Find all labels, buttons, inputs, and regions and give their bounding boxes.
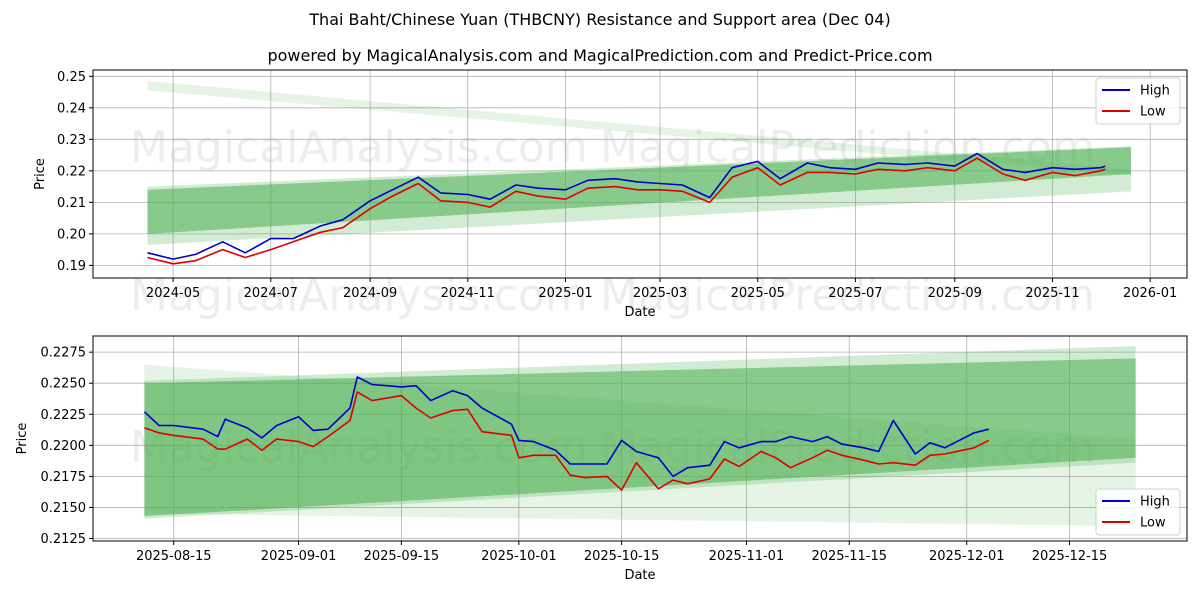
x-tick-label: 2025-10-15 — [584, 549, 660, 564]
y-axis-label: Price — [15, 423, 30, 455]
legend: High Low — [1095, 77, 1181, 125]
y-tick-label: 0.2125 — [41, 532, 87, 547]
band-resistance-decline — [144, 364, 1136, 527]
y-tick-label: 0.22 — [57, 164, 86, 179]
y-tick-label: 0.25 — [57, 70, 86, 85]
y-tick-label: 0.2150 — [41, 501, 87, 516]
band-resistance-decline — [147, 81, 1131, 176]
x-tick-label: 2024-09 — [343, 286, 397, 301]
y-axis-label: Price — [33, 158, 48, 190]
x-tick-label: 2025-09-01 — [261, 549, 337, 564]
chart-subtitle: powered by MagicalAnalysis.com and Magic… — [267, 46, 933, 65]
y-tick-label: 0.21 — [57, 196, 86, 211]
y-tick-label: 0.24 — [57, 101, 86, 116]
x-tick-label: 2026-01 — [1123, 286, 1177, 301]
legend-label-low: Low — [1140, 516, 1166, 531]
x-tick-label: 2025-09 — [928, 286, 982, 301]
plot-frame — [92, 335, 1188, 542]
x-tick-label: 2025-11-01 — [709, 549, 785, 564]
svg-text:MagicalAnalysis.com: MagicalAnalysis.com — [130, 122, 588, 173]
x-tick-label: 2025-09-15 — [364, 549, 440, 564]
x-tick-label: 2025-10-01 — [481, 549, 557, 564]
x-tick-label: 2024-07 — [244, 286, 298, 301]
x-tick-label: 2025-07 — [828, 286, 882, 301]
support-resistance-bands — [144, 345, 1136, 527]
chart-panel-1: MagicalAnalysis.com MagicalPrediction.com… — [33, 69, 1188, 321]
x-axis-label: Date — [624, 305, 655, 320]
x-tick-label: 2025-03 — [633, 286, 687, 301]
plot-frame — [92, 69, 1188, 279]
chart-panel-2: MagicalAnalysis.comMagicalPrediction.com… — [15, 335, 1188, 583]
y-tick-label: 0.2225 — [41, 408, 87, 423]
y-tick-label: 0.20 — [57, 227, 86, 242]
x-tick-label: 2025-11-15 — [811, 549, 887, 564]
series-low-line — [144, 391, 990, 491]
x-tick-label: 2024-11 — [441, 286, 495, 301]
x-tick-label: 2024-05 — [146, 286, 200, 301]
x-axis: 2024-05 2024-07 2024-09 2024-11 2025-01 2025-… — [146, 278, 1177, 320]
band-support-resistance-wide — [144, 345, 1136, 519]
legend-label-low: Low — [1140, 105, 1166, 120]
y-tick-label: 0.23 — [57, 133, 86, 148]
legend-label-high: High — [1140, 84, 1170, 99]
y-tick-label: 0.2175 — [41, 470, 87, 485]
x-axis-label: Date — [624, 568, 655, 583]
price-lines — [143, 376, 990, 491]
x-tick-label: 2025-12-01 — [929, 549, 1005, 564]
y-axis: 0.19 0.20 0.21 0.22 0.23 0.24 0.25 Price — [33, 70, 93, 274]
series-high-line — [147, 152, 1106, 260]
y-tick-label: 0.19 — [57, 259, 86, 274]
x-axis: 2025-08-15 2025-09-01 2025-09-15 2025-10-01… — [136, 541, 1107, 583]
legend-label-high: High — [1140, 495, 1170, 510]
series-low-line — [147, 157, 1106, 265]
x-tick-label: 2025-12-15 — [1032, 549, 1108, 564]
legend: High Low — [1095, 488, 1181, 536]
y-tick-label: 0.2250 — [41, 377, 87, 392]
x-tick-label: 2025-01 — [538, 286, 592, 301]
series-high-line — [143, 376, 989, 478]
chart-title: Thai Baht/Chinese Yuan (THBCNY) Resistan… — [309, 10, 891, 29]
band-support-resistance-wide — [147, 146, 1131, 245]
x-tick-label: 2025-08-15 — [136, 549, 212, 564]
y-tick-label: 0.2275 — [41, 346, 87, 361]
x-tick-label: 2025-11 — [1025, 286, 1079, 301]
price-lines — [147, 152, 1106, 265]
y-tick-label: 0.2200 — [41, 439, 87, 454]
x-tick-label: 2025-05 — [731, 286, 785, 301]
y-axis: 0.2125 0.2150 0.2175 0.2200 0.2225 0.2250 0.22… — [15, 346, 93, 547]
